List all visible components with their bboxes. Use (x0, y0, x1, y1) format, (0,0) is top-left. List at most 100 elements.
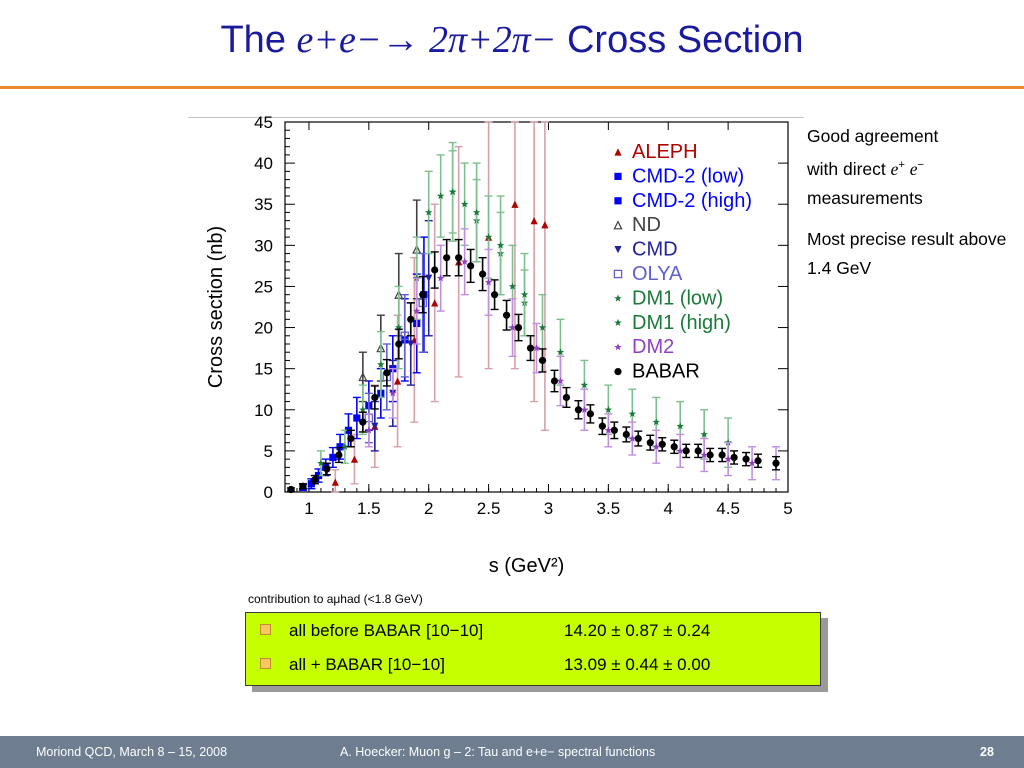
data-point (407, 340, 415, 348)
row-label: all before BABAR [10−10] (289, 621, 484, 640)
contribution-row: all before BABAR [10−10] 14.20 ± 0.87 ± … (260, 621, 710, 641)
legend-label: DM2 (632, 336, 674, 358)
x-tick-label: 2 (424, 499, 433, 518)
legend-label: CMD-2 (low) (632, 165, 744, 187)
legend-label: ALEPH (632, 141, 698, 163)
data-point (754, 457, 762, 465)
data-point (652, 418, 660, 426)
y-tick-label: 5 (264, 442, 273, 461)
x-tick-label: 1 (304, 499, 313, 518)
note-precision: Most precise result above 1.4 GeV (807, 228, 1007, 278)
data-point (496, 241, 505, 249)
footer-conference: Moriond QCD, March 8 – 15, 2008 (36, 745, 228, 759)
x-tick-label: 5 (783, 499, 792, 518)
title-bar: The e+e−→ 2π+2π− Cross Section (0, 0, 1024, 86)
data-point (562, 393, 571, 402)
data-point (574, 406, 583, 414)
data-point (682, 447, 690, 455)
data-point (484, 233, 493, 241)
data-point (748, 459, 756, 467)
data-point (341, 442, 349, 450)
y-tick-label: 15 (254, 360, 273, 379)
data-point (628, 434, 637, 442)
data-point (424, 208, 433, 216)
data-point (694, 447, 702, 455)
legend-marker (614, 148, 622, 156)
footer-author: A. Hoecker: Muon g – 2: Tau and e+e− spe… (340, 745, 656, 759)
legend-marker (614, 172, 622, 180)
title-suffix: Cross Section (566, 19, 804, 61)
y-tick-label: 0 (264, 483, 273, 502)
data-point (395, 323, 403, 331)
x-tick-label: 4 (664, 499, 673, 518)
page-number: 28 (980, 745, 994, 759)
data-point (419, 291, 427, 299)
data-point (700, 451, 708, 459)
data-point (371, 393, 379, 402)
y-axis-label: Cross section (nb) (205, 226, 227, 388)
y-tick-label: 25 (254, 277, 273, 296)
data-point (730, 453, 738, 462)
legend-marker (614, 294, 622, 302)
data-point (317, 459, 325, 467)
contribution-caption: contribution to aμhad (<1.8 GeV) (248, 592, 423, 606)
data-point (443, 254, 451, 262)
data-point (772, 459, 780, 467)
data-point (652, 442, 660, 450)
data-point (508, 282, 517, 290)
data-point (508, 323, 517, 331)
title-underline (0, 86, 1024, 89)
chart-top-rule (188, 117, 804, 118)
data-point (311, 476, 319, 484)
row-value: 13.09 ± 0.44 ± 0.00 (564, 655, 711, 674)
data-point (365, 426, 373, 434)
legend-marker (614, 318, 622, 326)
legend-label: CMD (632, 239, 678, 261)
data-point (484, 278, 493, 286)
x-tick-label: 1.5 (357, 499, 381, 518)
data-point (538, 356, 547, 365)
data-point (407, 315, 415, 323)
y-tick-label: 45 (254, 113, 273, 132)
data-point (676, 422, 684, 430)
data-point (634, 434, 642, 443)
x-tick-label: 3.5 (597, 499, 621, 518)
data-point (455, 254, 463, 262)
footer-bar: Moriond QCD, March 8 – 15, 2008 A. Hoeck… (0, 736, 1024, 768)
data-point (700, 430, 708, 438)
data-point (670, 443, 678, 451)
y-tick-label: 30 (254, 236, 273, 255)
title-prefix: The (220, 19, 286, 61)
data-point (329, 453, 337, 462)
data-point (331, 478, 339, 486)
data-point (580, 405, 589, 413)
data-point (460, 257, 469, 265)
row-label: all + BABAR [10−10] (289, 655, 445, 674)
data-point (541, 221, 549, 229)
data-point (628, 409, 637, 418)
data-point (556, 377, 565, 385)
legend-label: BABAR (632, 361, 700, 383)
legend-marker (614, 343, 622, 351)
data-point (538, 323, 547, 331)
title-reaction: e+e−→ 2π+2π− (296, 19, 557, 61)
data-point (526, 344, 535, 352)
data-point (299, 482, 307, 490)
data-point (706, 451, 714, 459)
data-point (335, 451, 343, 459)
data-point (393, 377, 402, 385)
data-point (718, 451, 726, 459)
data-point (622, 430, 630, 439)
bullet-icon (260, 658, 271, 669)
data-point (395, 340, 403, 348)
data-point (586, 410, 594, 418)
legend-label: CMD-2 (high) (632, 190, 752, 212)
data-point (359, 418, 367, 426)
legend-marker (614, 197, 622, 205)
data-point (610, 426, 618, 434)
y-tick-label: 20 (254, 319, 273, 338)
data-point (359, 405, 367, 413)
x-tick-label: 2.5 (477, 499, 501, 518)
data-point (676, 446, 684, 455)
data-point (347, 434, 355, 443)
